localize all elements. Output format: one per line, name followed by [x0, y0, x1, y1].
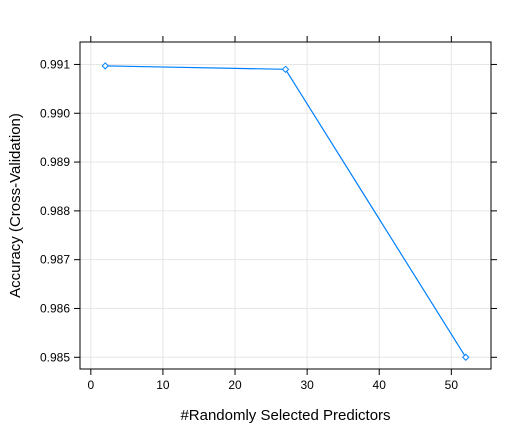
x-tick-label: 10 — [156, 378, 170, 392]
y-tick-label: 0.987 — [40, 253, 70, 267]
x-tick-label: 40 — [373, 378, 387, 392]
data-point-marker — [462, 353, 470, 361]
x-tick-label: 30 — [300, 378, 314, 392]
y-tick-label: 0.990 — [40, 106, 70, 120]
data-point-marker — [281, 65, 290, 74]
y-tick-label: 0.988 — [40, 204, 70, 218]
y-axis-title: Accuracy (Cross-Validation) — [7, 113, 24, 298]
x-tick-label: 50 — [445, 378, 459, 392]
y-tick-label: 0.989 — [40, 155, 70, 169]
axis-ticks: 0 10 20 30 40 50 0.985 0.986 0.987 0.988 0.989 0.99… — [40, 36, 497, 392]
plot-frame — [79, 41, 492, 370]
y-tick-label: 0.986 — [40, 301, 70, 315]
grid-lines — [80, 42, 491, 369]
y-tick-label: 0.991 — [40, 57, 70, 71]
x-axis-title: #Randomly Selected Predictors — [180, 407, 390, 424]
x-tick-label: 20 — [228, 378, 242, 392]
x-tick-label: 0 — [87, 378, 94, 392]
data-series — [101, 62, 470, 361]
data-point-marker — [101, 62, 109, 70]
y-tick-label: 0.985 — [40, 350, 70, 364]
